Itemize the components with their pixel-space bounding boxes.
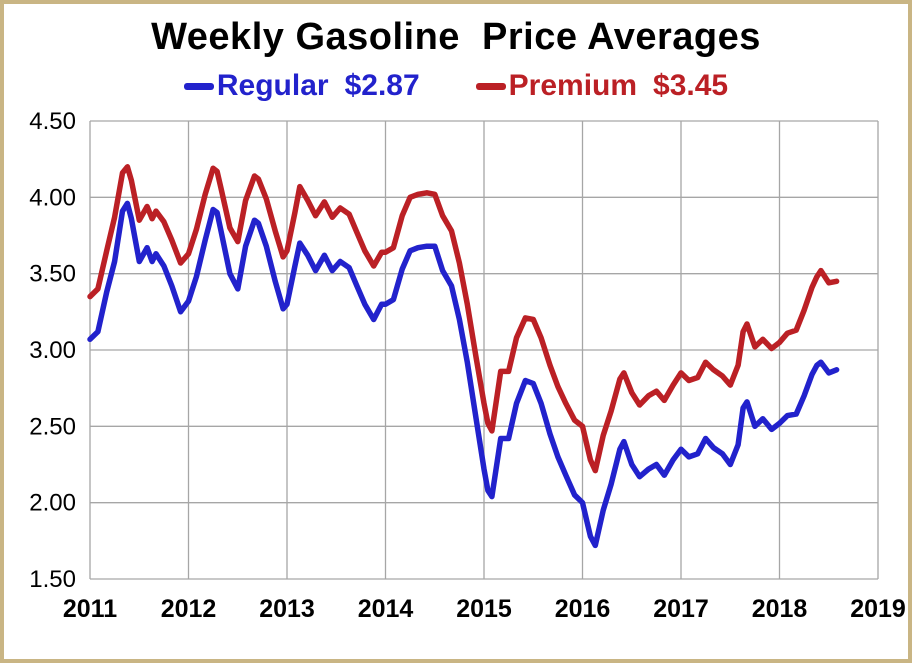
y-axis-tick-label: 2.50 (29, 413, 76, 440)
legend-item-regular: Regular $2.87 (183, 69, 420, 103)
y-axis-tick-label: 2.00 (29, 490, 76, 517)
x-axis-tick-label: 2019 (850, 595, 906, 623)
x-axis-tick-label: 2011 (63, 595, 117, 623)
y-axis-tick-label: 1.50 (29, 566, 76, 593)
x-axis-tick-label: 2015 (456, 595, 512, 623)
legend-value-regular: $2.87 (344, 69, 420, 102)
chart-legend: Regular $2.87 Premium $3.45 (4, 65, 908, 107)
legend-label-regular: Regular (216, 69, 329, 102)
x-axis-tick-label: 2016 (555, 595, 611, 623)
y-axis-tick-label: 4.00 (29, 184, 76, 211)
legend-label-premium: Premium (508, 69, 638, 102)
regular-series-line (87, 200, 840, 549)
x-axis-tick-label: 2018 (752, 595, 808, 623)
y-axis-tick-label: 4.50 (29, 108, 76, 135)
y-axis-tick-label: 3.00 (29, 337, 76, 364)
legend-value-premium: $3.45 (653, 69, 729, 102)
premium-series-line (87, 164, 840, 474)
x-axis-tick-label: 2014 (358, 595, 414, 623)
x-axis-tick-label: 2013 (259, 595, 315, 623)
y-axis-tick-label: 3.50 (29, 261, 76, 288)
premium-line-swatch (475, 82, 506, 90)
price-plot: 1.50 2.00 2.50 3.00 3.50 4.00 4.50 2011 2012 2013… (29, 108, 906, 623)
regular-line-swatch (183, 82, 214, 90)
x-axis-tick-label: 2017 (653, 595, 709, 623)
x-axis-tick-label: 2012 (161, 595, 217, 623)
chart-title: Weekly Gasoline Price Averages (151, 16, 761, 58)
legend-item-premium: Premium $3.45 (475, 69, 729, 103)
